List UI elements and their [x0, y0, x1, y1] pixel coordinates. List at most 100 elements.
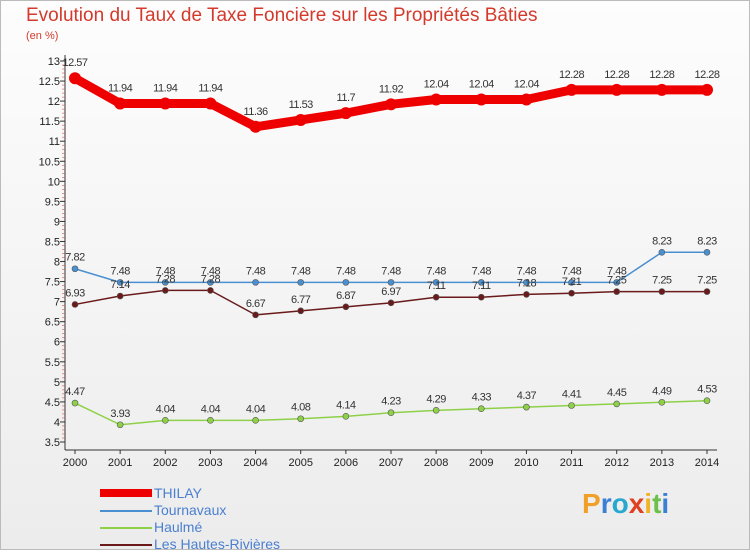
data-label-haulme: 4.53 [697, 384, 717, 396]
data-point-les-hautes-rivieres [568, 289, 575, 297]
data-label-les-hautes-rivieres: 7.14 [110, 279, 130, 291]
data-label-thilay: 12.04 [469, 79, 494, 91]
logo-letter: r [600, 488, 612, 519]
data-label-haulme: 4.04 [201, 403, 221, 415]
chart-title: Evolution du Taux de Taxe Foncière sur l… [26, 5, 538, 26]
x-tick-label: 2011 [560, 457, 584, 469]
x-tick-label: 2002 [153, 457, 177, 469]
legend-label-thilay: THILAY [154, 485, 202, 501]
data-point-haulme [71, 399, 79, 407]
y-tick-label: 5.5 [45, 357, 60, 369]
data-label-les-hautes-rivieres: 7.21 [562, 276, 582, 288]
data-point-haulme [387, 409, 395, 417]
data-point-thilay [204, 97, 217, 110]
line-chart: 3.5 4 4.5 5 5.5 6 6.5 7 7.5 8 8.5 9 9.5 10 10.5 11 11.5 1… [39, 55, 720, 469]
data-point-tournavaux [568, 279, 575, 286]
data-label-les-hautes-rivieres: 7.11 [427, 280, 446, 292]
data-label-thilay: 12.57 [62, 57, 87, 69]
data-point-tournavaux [71, 265, 79, 273]
data-label-les-hautes-rivieres: 6.93 [65, 287, 85, 299]
data-point-tournavaux [523, 279, 530, 286]
data-point-tournavaux [613, 279, 621, 286]
data-label-tournavaux: 7.48 [472, 265, 492, 277]
y-tick-label: 11 [49, 136, 60, 148]
data-point-haulme [613, 400, 621, 408]
data-point-tournavaux [658, 249, 666, 256]
data-point-les-hautes-rivieres [71, 301, 79, 308]
data-label-haulme: 4.37 [517, 390, 537, 402]
data-label-haulme: 4.14 [336, 399, 356, 411]
x-tick-label: 2009 [469, 457, 493, 469]
y-tick-label: 6 [54, 337, 60, 349]
y-tick-label: 10 [48, 176, 60, 188]
x-tick-label: 2010 [514, 457, 538, 469]
y-tick-label: 7.5 [45, 277, 60, 289]
data-label-tournavaux: 7.48 [201, 265, 221, 277]
data-label-thilay: 12.28 [649, 69, 674, 81]
x-tick-label: 2001 [108, 457, 132, 469]
data-point-les-hautes-rivieres [342, 303, 350, 311]
data-point-haulme [523, 403, 530, 411]
y-tick-label: 4.5 [45, 397, 60, 409]
data-point-les-hautes-rivieres [297, 307, 305, 315]
data-label-tournavaux: 7.48 [381, 265, 401, 277]
legend-item-hautes-rivieres: Les Hautes-Rivières [100, 536, 340, 553]
x-tick-label: 2006 [334, 457, 358, 469]
x-tick-label: 2013 [650, 457, 674, 469]
data-label-haulme: 4.33 [472, 392, 492, 404]
data-label-haulme: 4.04 [246, 403, 266, 415]
data-label-tournavaux: 8.23 [652, 235, 672, 247]
data-point-les-hautes-rivieres [252, 311, 259, 319]
y-tick-label: 9.5 [45, 196, 60, 208]
x-tick-label: 2008 [424, 457, 448, 469]
y-tick-label: 6.5 [45, 317, 60, 329]
data-label-tournavaux: 8.23 [697, 235, 717, 247]
logo-letter: x [628, 488, 645, 519]
data-point-les-hautes-rivieres [613, 288, 621, 295]
data-label-thilay: 11.92 [379, 83, 404, 95]
y-tick-label: 11.5 [39, 116, 60, 128]
data-point-thilay [159, 97, 172, 110]
data-point-haulme [703, 397, 711, 404]
legend-label-hautes-rivieres: Les Hautes-Rivières [154, 536, 281, 552]
data-point-les-hautes-rivieres [477, 293, 485, 301]
data-point-les-hautes-rivieres [387, 299, 395, 307]
data-point-thilay [565, 83, 578, 96]
data-point-thilay [430, 93, 443, 106]
data-point-haulme [252, 417, 259, 424]
logo-letter: t [652, 488, 662, 519]
data-label-haulme: 4.49 [652, 385, 672, 397]
legend-item-tournavaux: Tournavaux [100, 502, 340, 519]
data-label-les-hautes-rivieres: 7.28 [201, 273, 221, 285]
data-point-tournavaux [703, 249, 711, 256]
data-point-thilay [114, 97, 127, 110]
data-label-thilay: 12.04 [424, 79, 449, 91]
data-label-thilay: 11.94 [198, 83, 223, 95]
y-tick-label: 12.5 [39, 76, 60, 88]
logo-letter: o [611, 488, 629, 519]
x-tick-label: 2003 [198, 457, 222, 469]
data-label-haulme: 4.23 [381, 396, 401, 408]
data-label-thilay: 12.04 [514, 79, 539, 91]
data-point-tournavaux [387, 279, 395, 286]
data-point-thilay [385, 98, 397, 111]
data-label-haulme: 4.04 [156, 403, 176, 415]
data-point-thilay [655, 83, 668, 96]
data-label-les-hautes-rivieres: 7.25 [607, 275, 627, 287]
data-point-haulme [116, 421, 124, 429]
data-point-les-hautes-rivieres [523, 291, 530, 298]
data-label-tournavaux: 7.48 [517, 265, 537, 277]
y-tick-label: 12 [48, 96, 60, 108]
data-point-tournavaux [297, 279, 305, 286]
data-point-les-hautes-rivieres [161, 287, 169, 294]
data-label-thilay: 11.94 [108, 83, 133, 95]
x-tick-label: 2000 [63, 457, 87, 469]
data-point-les-hautes-rivieres [658, 288, 666, 295]
y-tick-label: 8.5 [45, 236, 60, 248]
data-point-thilay [294, 113, 307, 126]
proxiti-logo: Proxiti [582, 488, 669, 520]
data-label-les-hautes-rivieres: 7.18 [517, 277, 537, 289]
data-point-thilay [249, 120, 262, 133]
data-label-haulme: 3.93 [110, 408, 130, 420]
data-point-thilay [520, 93, 533, 106]
